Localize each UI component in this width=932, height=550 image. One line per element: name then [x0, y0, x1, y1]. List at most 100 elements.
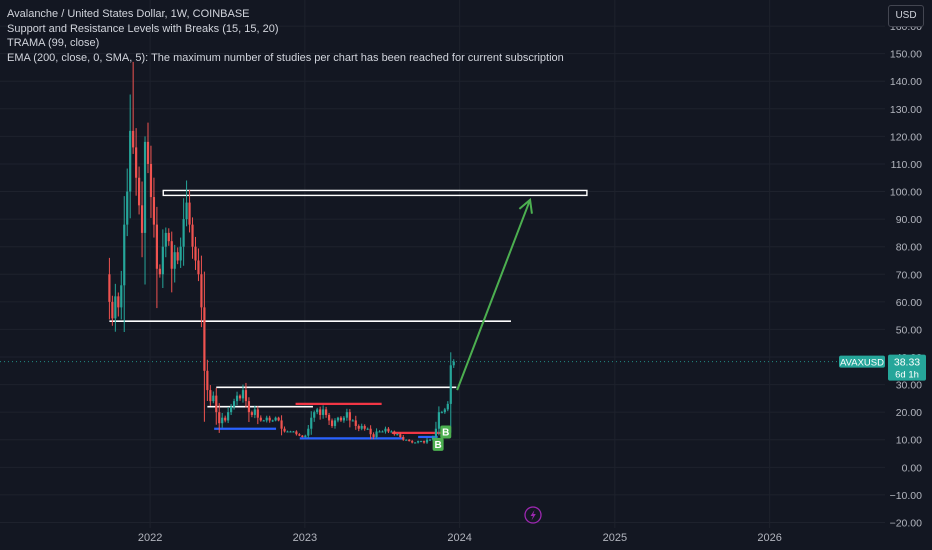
candle-body [378, 431, 381, 433]
candle-body [333, 420, 337, 426]
candle-body [224, 417, 227, 421]
candle-body [396, 434, 399, 436]
price-tick-label: −10.00 [890, 490, 923, 502]
candle-body [286, 431, 289, 433]
candle-body [265, 417, 268, 421]
candle-body [108, 274, 111, 302]
break-label-text: B [435, 440, 442, 451]
candle-body [348, 412, 351, 421]
price-tick-label: 160.00 [890, 21, 922, 33]
candle-body [425, 439, 429, 443]
price-tick-label: 20.00 [896, 407, 922, 419]
candle-body [390, 431, 393, 433]
candle-body [256, 409, 259, 418]
candle-body [280, 420, 283, 429]
candle-body [289, 431, 292, 433]
candle-body [414, 442, 417, 444]
candle-body [363, 425, 366, 429]
candle-body [194, 246, 197, 261]
lightning-icon[interactable] [530, 510, 536, 521]
candle-body [277, 417, 280, 421]
candle-body [440, 412, 443, 414]
candle-body [215, 395, 218, 413]
time-axis[interactable]: 2022 2023 2024 2025 2026 [138, 532, 782, 544]
candle-body [342, 417, 346, 421]
candle-body [310, 417, 313, 429]
study-ema-notice[interactable]: EMA (200, close, 0, SMA, 5): The maximum… [7, 51, 564, 64]
candle-body [146, 141, 150, 164]
candle-body [375, 431, 378, 437]
candle-body [313, 412, 316, 418]
candle-body [170, 241, 173, 269]
drawn-levels[interactable] [109, 189, 588, 440]
price-tick-label: 130.00 [890, 104, 922, 116]
price-tick-label: 10.00 [896, 435, 922, 447]
candle-body [206, 370, 209, 391]
price-tick-label: 0.00 [902, 462, 923, 474]
candle-body [437, 412, 440, 429]
price-tick-label: 150.00 [890, 49, 922, 61]
target-arrow-head[interactable] [518, 197, 533, 214]
annotations[interactable]: BB [432, 197, 533, 451]
candle-body [117, 296, 120, 308]
candle-body [123, 224, 126, 286]
candle-body [405, 439, 408, 441]
candle-body [402, 436, 405, 440]
candle-body [316, 409, 319, 413]
candle-body [209, 390, 212, 402]
candle-body [372, 434, 375, 437]
candle-body [408, 439, 411, 442]
price-tick-label: 100.00 [890, 187, 922, 199]
target-arrow-line[interactable] [456, 199, 532, 391]
candle-body [111, 301, 114, 319]
candle-body [173, 252, 176, 269]
candle-body [393, 431, 396, 435]
candle-body [336, 417, 340, 421]
price-tick-label: 30.00 [896, 380, 922, 392]
target-zone-box[interactable] [162, 189, 588, 197]
last-price-box [888, 354, 926, 381]
candle-body [218, 412, 221, 424]
price-tick-label: 60.00 [896, 297, 922, 309]
candle-body [304, 435, 307, 437]
candle-body [351, 420, 354, 422]
price-tick-label: 80.00 [896, 242, 922, 254]
candle-body [434, 428, 438, 437]
candle-body [221, 417, 224, 424]
candle-body [120, 285, 123, 308]
candle-body [387, 428, 390, 432]
candle-body [241, 390, 245, 399]
candle-body [339, 417, 343, 421]
candle-series [108, 61, 455, 444]
candle-body [422, 441, 426, 443]
candle-body [295, 431, 298, 435]
price-axis[interactable]: −20.00−10.000.0010.0020.0030.0040.0050.0… [890, 21, 923, 529]
symbol-title[interactable]: Avalanche / United States Dollar, 1W, CO… [7, 8, 250, 20]
break-label-text: B [442, 427, 449, 438]
time-tick-label: 2023 [293, 532, 317, 544]
candle-body [167, 232, 170, 242]
candle-body [158, 268, 161, 275]
study-support-resistance[interactable]: Support and Resistance Levels with Break… [7, 22, 279, 35]
symbol-price-tag [839, 355, 885, 368]
study-trama[interactable]: TRAMA (99, close) [7, 37, 100, 49]
candle-body [271, 420, 274, 422]
candle-body [259, 417, 262, 421]
candle-body [360, 425, 363, 429]
candle-body [292, 431, 295, 433]
candle-body [212, 395, 215, 402]
alert-icon[interactable] [524, 506, 542, 524]
candle-body [247, 401, 251, 413]
candle-body [179, 246, 182, 261]
currency-button[interactable]: USD [888, 5, 924, 27]
alert-icon-ring[interactable] [524, 506, 542, 524]
candle-body [307, 428, 310, 436]
candle-body [298, 434, 301, 436]
candle-body [369, 428, 372, 435]
price-tick-label: 90.00 [896, 214, 922, 226]
candle-body [428, 439, 432, 441]
candle-body [182, 219, 185, 247]
